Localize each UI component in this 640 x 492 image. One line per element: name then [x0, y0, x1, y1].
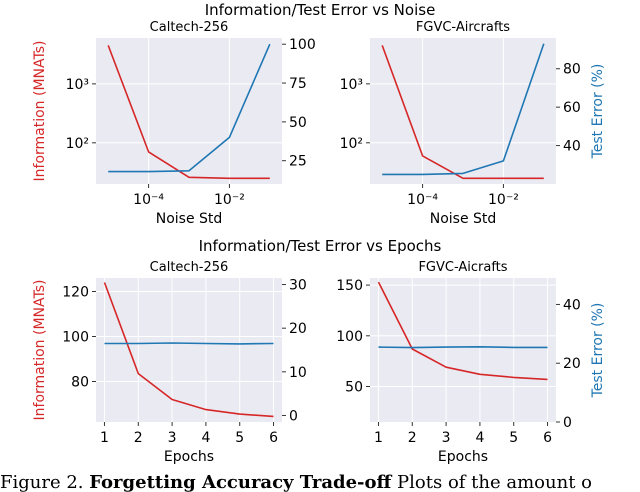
- y-left-tick-label: 10²: [66, 136, 89, 152]
- figure-title-epochs: Information/Test Error vs Epochs: [199, 237, 442, 255]
- figure-canvas: Information/Test Error vs Noise Informat…: [32, 1, 606, 465]
- x-axis-label: Noise Std: [430, 211, 497, 227]
- plot-area: [96, 278, 282, 422]
- chart-1: 10⁻⁴ 10⁻² 10² 10³ 25 50 75 100 Caltech-256 Noise …: [32, 20, 316, 227]
- subplot-title: FGVC-Aircrafts: [416, 20, 510, 35]
- x-tick-label: 6: [269, 430, 278, 446]
- x-tick-label: 1: [374, 430, 383, 446]
- x-tick-label: 5: [509, 430, 518, 446]
- plot-area: [96, 38, 282, 184]
- y-left-tick-label: 10³: [340, 77, 363, 93]
- y-right-tick-label: 10: [289, 365, 307, 381]
- x-tick-label: 5: [235, 430, 244, 446]
- caption-prefix: Figure 2.: [0, 474, 84, 492]
- caption-bold: Forgetting Accuracy Trade-off: [89, 474, 392, 492]
- x-tick-label: 4: [475, 430, 484, 446]
- subplot-title: Caltech-256: [150, 20, 229, 35]
- y-left-axis-label: Information (MNATs): [32, 41, 48, 182]
- y-right-tick-label: 40: [563, 139, 581, 155]
- y-right-tick-label: 20: [289, 321, 307, 337]
- x-axis-label: Noise Std: [156, 211, 223, 227]
- x-tick-label: 10⁻⁴: [133, 192, 164, 208]
- test-error-line: [104, 342, 274, 345]
- y-left-tick-label: 10³: [66, 77, 89, 93]
- chart-panels: 10⁻⁴ 10⁻²10²10³255075100Caltech-256Noise …: [32, 20, 606, 465]
- x-tick-label: 2: [134, 430, 143, 446]
- information-line: [103, 282, 274, 418]
- y-right-tick-label: 50: [289, 115, 307, 131]
- y-right-tick-label: 80: [563, 62, 581, 78]
- chart-3: 1 2 3 4 5 6 80 100 120 0 10 20 30 Caltech-256 Epochs In…: [32, 260, 307, 465]
- y-right-axis-label: Test Error (%): [590, 303, 606, 399]
- test-error-line: [378, 345, 548, 349]
- y-right-tick-label: 20: [563, 356, 581, 372]
- y-left-tick-label: 50: [345, 380, 363, 396]
- caption-rest: Plots of the amount o: [397, 474, 592, 492]
- x-tick-label: 10⁻²: [488, 192, 519, 208]
- x-tick-label: 4: [201, 430, 210, 446]
- plot-area: [370, 38, 556, 184]
- subplot-title: Caltech-256: [150, 260, 229, 275]
- information-line: [107, 45, 270, 180]
- x-tick-label: 6: [543, 430, 552, 446]
- chart-4: 1 2 3 4 5 6 50 100 150 0 20 40 FGVC-Aicrafts Epochs Te…: [336, 260, 606, 465]
- x-tick-label: 1: [100, 430, 109, 446]
- figure-caption: Figure 2. Forgetting Accuracy Trade-off …: [0, 474, 640, 492]
- y-right-tick-label: 75: [289, 76, 307, 92]
- information-line: [377, 281, 548, 381]
- information-line: [381, 45, 544, 180]
- x-axis-label: Epochs: [438, 449, 488, 465]
- y-right-tick-label: 60: [563, 100, 581, 116]
- y-left-tick-label: 10²: [340, 136, 363, 152]
- x-tick-label: 2: [408, 430, 417, 446]
- y-right-tick-label: 100: [289, 37, 316, 53]
- x-axis-label: Epochs: [164, 449, 214, 465]
- x-tick-label: 3: [168, 430, 177, 446]
- chart-2: 10⁻⁴ 10⁻² 10² 10³ 40 60 80 FGVC-Aircrafts Noise …: [340, 20, 606, 227]
- x-tick-label: 10⁻²: [214, 192, 245, 208]
- y-right-axis-label: Test Error (%): [590, 64, 606, 160]
- y-right-tick-label: 0: [289, 408, 298, 424]
- y-left-tick-label: 150: [336, 278, 363, 294]
- y-right-tick-label: 30: [289, 278, 307, 294]
- y-left-tick-label: 100: [62, 330, 89, 346]
- y-right-tick-label: 25: [289, 154, 307, 170]
- y-left-tick-label: 100: [336, 329, 363, 345]
- y-left-tick-label: 80: [71, 375, 89, 391]
- test-error-line: [108, 43, 271, 173]
- y-right-tick-label: 40: [563, 297, 581, 313]
- x-tick-label: 10⁻⁴: [407, 192, 438, 208]
- plot-area: [370, 278, 556, 422]
- x-tick-label: 3: [442, 430, 451, 446]
- y-left-tick-label: 120: [62, 285, 89, 301]
- y-right-tick-label: 0: [563, 415, 572, 431]
- y-left-axis-label: Information (MNATs): [32, 280, 48, 421]
- figure-title-noise: Information/Test Error vs Noise: [205, 1, 436, 19]
- subplot-title: FGVC-Aicrafts: [418, 260, 507, 275]
- test-error-line: [382, 43, 545, 176]
